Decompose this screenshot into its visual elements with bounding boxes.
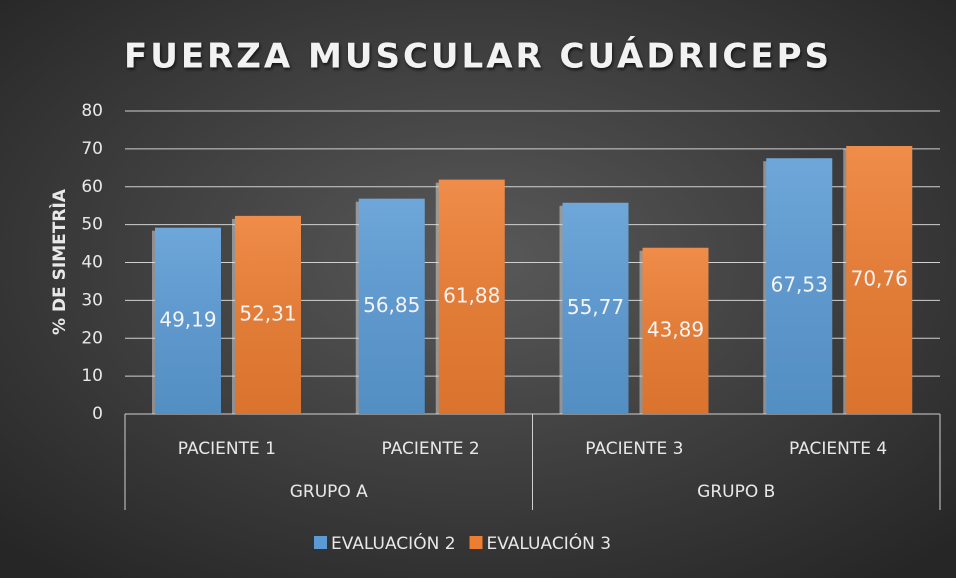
x-tick-label: PACIENTE 3 — [585, 439, 683, 459]
group-label: GRUPO A — [290, 482, 368, 502]
y-tick-label: 70 — [81, 139, 103, 159]
legend-swatch — [469, 536, 483, 549]
value-label: 49,19 — [159, 307, 216, 331]
value-label: 55,77 — [567, 295, 624, 319]
legend-label: EVALUACIÓN 2 — [331, 532, 456, 554]
legend-swatch — [314, 536, 327, 549]
x-tick-label: PACIENTE 1 — [178, 439, 276, 459]
y-tick-label: 50 — [81, 215, 103, 235]
y-tick-label: 30 — [81, 290, 103, 310]
bar-shade — [846, 145, 913, 414]
y-tick-label: 20 — [81, 328, 103, 348]
value-label: 43,89 — [647, 317, 704, 341]
y-tick-label: 10 — [81, 366, 103, 386]
bar-shade — [358, 198, 425, 414]
legend-label: EVALUACIÓN 3 — [487, 532, 612, 554]
value-label: 56,85 — [363, 293, 420, 317]
bar-shade — [562, 202, 629, 414]
y-tick-label: 0 — [92, 404, 103, 424]
bar-shade — [642, 247, 709, 414]
x-tick-label: PACIENTE 2 — [382, 439, 480, 459]
value-label: 61,88 — [443, 283, 500, 307]
chart-title: FUERZA MUSCULAR CUÁDRICEPS — [124, 36, 832, 77]
value-label: 70,76 — [851, 266, 908, 290]
bar-shade — [438, 179, 505, 414]
y-tick-label: 40 — [81, 253, 103, 273]
y-tick-label: 60 — [81, 177, 103, 197]
bar-shade — [766, 158, 833, 414]
bar-shade — [235, 215, 301, 414]
value-label: 52,31 — [239, 301, 296, 325]
value-label: 67,53 — [771, 273, 828, 297]
x-tick-label: PACIENTE 4 — [789, 439, 887, 459]
y-tick-label: 80 — [81, 101, 103, 121]
bar-shade — [155, 227, 221, 414]
y-axis-label: % DE SIMETRÌA — [48, 188, 70, 335]
group-label: GRUPO B — [697, 482, 775, 502]
